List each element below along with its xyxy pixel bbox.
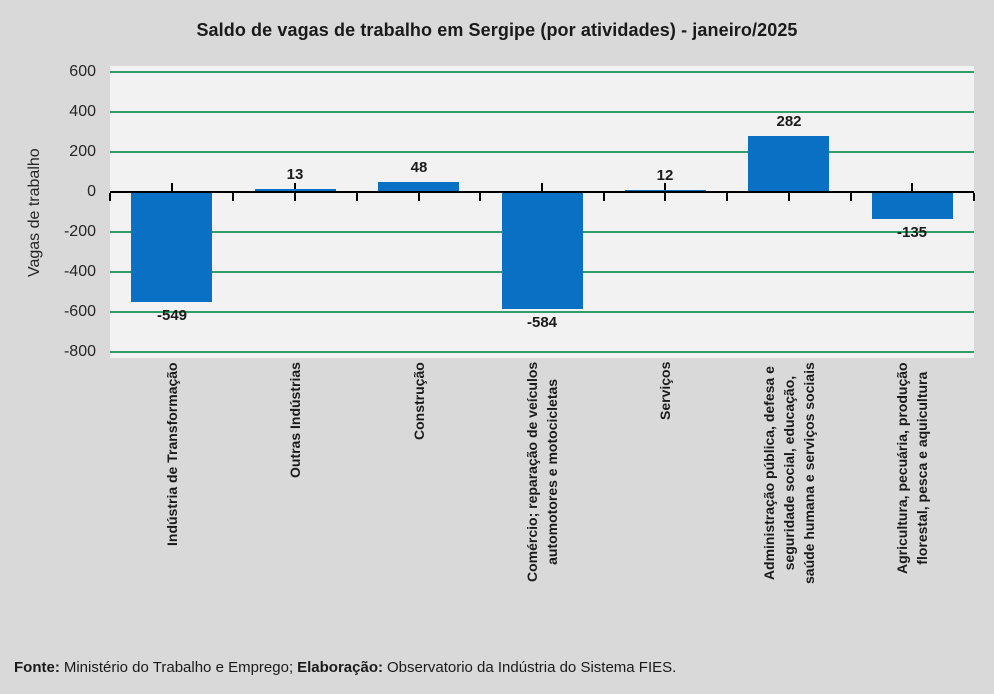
gridline [110, 311, 974, 313]
category-label-line: automotores e motocicletas [544, 378, 560, 565]
elaboracao-text: Observatorio da Indústria do Sistema FIE… [387, 659, 677, 676]
category-label: Comércio; reparação de veículos automotor… [522, 362, 562, 582]
x-axis-tick [479, 193, 481, 201]
bar [378, 182, 459, 192]
category-label: Serviços [655, 362, 675, 420]
fonte-text: Ministério do Trabalho e Emprego; [63, 659, 294, 676]
bar-value-label: 13 [286, 166, 304, 184]
bar-value-label: -549 [156, 306, 188, 324]
x-axis-tick [726, 193, 728, 201]
x-axis-tick [232, 193, 234, 201]
category-label-line: Serviços [657, 361, 673, 420]
gridline [110, 351, 974, 353]
category-label-line: Administração pública, defesa e [761, 366, 777, 581]
category-label: Construção [409, 362, 429, 440]
bar-value-label: 48 [410, 159, 428, 177]
category-label-line: Agricultura, pecuária, produção [894, 362, 910, 574]
category-label: Outras Indústrias [285, 362, 305, 478]
source-note: Fonte: Ministério do Trabalho e Emprego; E… [14, 659, 676, 676]
bar [625, 189, 706, 192]
elaboracao-label: Elaboração: [297, 659, 383, 676]
bar-value-label: -584 [526, 313, 558, 331]
bar [131, 192, 212, 302]
category-label-line: Construção [411, 362, 427, 440]
y-tick-label: -400 [63, 263, 96, 280]
bar [872, 192, 953, 219]
category-label-line: seguridade social, educação, [781, 375, 797, 571]
gridline [110, 111, 974, 113]
fonte-label: Fonte: [14, 659, 60, 676]
y-tick-label: -200 [63, 223, 96, 240]
category-label: Indústria de Transformação [162, 362, 182, 546]
y-tick-label: 400 [69, 103, 96, 120]
y-tick-label: -600 [63, 303, 96, 320]
category-label-line: Indústria de Transformação [164, 362, 180, 546]
plot-area: -549 13 48 -584 12 282 -135 [109, 66, 975, 358]
chart-title: Saldo de vagas de trabalho em Sergipe (p… [196, 20, 798, 40]
x-axis-tick [850, 193, 852, 201]
y-tick-label: 600 [69, 63, 96, 80]
category-label-line: Comércio; reparação de veículos [524, 361, 540, 582]
x-axis-line [110, 191, 974, 193]
gridline [110, 151, 974, 153]
bar-value-label: 282 [776, 112, 802, 130]
category-label-line: saúde humana e serviços sociais [801, 362, 817, 584]
x-axis-tick [109, 193, 111, 201]
bar-value-label: -135 [896, 224, 928, 241]
x-axis-tick [973, 193, 975, 201]
y-axis-title: Vagas de trabalho [26, 148, 43, 277]
x-axis-tick [603, 193, 605, 201]
bar [502, 192, 583, 309]
category-label-line: florestal, pesca e aquicultura [914, 371, 930, 565]
gridline [110, 71, 974, 73]
y-tick-label: 200 [69, 143, 96, 160]
bar-value-label: 12 [656, 166, 674, 184]
category-label: Agricultura, pecuária, produção florestal… [892, 362, 932, 574]
category-label: Administração pública, defesa e seguridad… [759, 362, 819, 584]
y-tick-label: -800 [63, 343, 96, 360]
category-label-line: Outras Indústrias [287, 362, 303, 478]
x-axis-tick [356, 193, 358, 201]
bar [255, 189, 336, 192]
bar [748, 135, 829, 192]
y-tick-label: 0 [87, 183, 96, 200]
